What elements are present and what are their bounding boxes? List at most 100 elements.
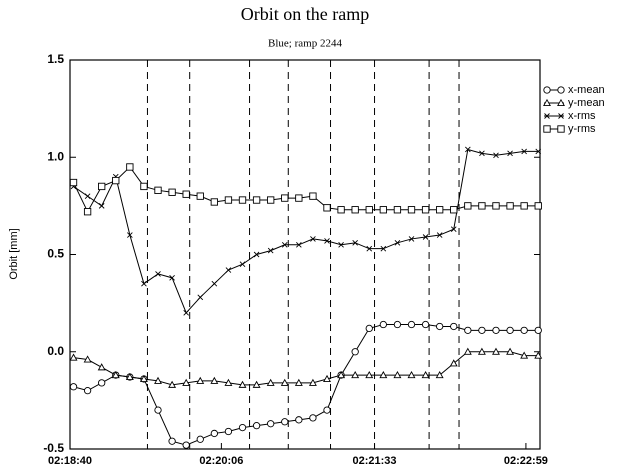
data-point	[154, 186, 162, 194]
data-point	[351, 206, 359, 214]
data-point	[238, 196, 247, 204]
data-point	[407, 370, 416, 379]
data-point	[196, 376, 205, 384]
data-point	[421, 206, 430, 214]
data-point	[479, 150, 485, 157]
data-point	[366, 245, 373, 252]
y-tick-label: 0.5	[47, 247, 64, 261]
data-point	[69, 353, 78, 361]
data-point	[266, 378, 275, 386]
data-point	[422, 234, 429, 240]
data-point	[478, 202, 486, 210]
data-point	[450, 226, 457, 233]
data-point	[140, 182, 148, 191]
data-point	[534, 326, 542, 335]
data-point	[478, 326, 486, 335]
data-point	[83, 355, 92, 363]
legend-marker	[543, 98, 551, 107]
data-point	[141, 280, 147, 287]
data-point	[520, 326, 528, 335]
data-point	[323, 204, 331, 212]
data-point	[309, 414, 317, 422]
series-line	[73, 324, 539, 446]
data-point	[436, 206, 444, 214]
data-point	[351, 348, 359, 356]
data-point	[83, 208, 92, 216]
data-point	[534, 202, 542, 210]
data-point	[365, 206, 373, 214]
data-point	[267, 247, 274, 254]
data-point	[97, 363, 106, 371]
data-point	[421, 320, 430, 329]
data-point	[238, 423, 247, 432]
data-point	[168, 437, 176, 445]
data-point	[393, 320, 402, 329]
data-point	[521, 148, 527, 155]
data-point	[352, 240, 358, 246]
data-point	[224, 427, 233, 436]
data-point	[238, 380, 247, 388]
data-point	[408, 236, 415, 242]
data-point	[98, 203, 105, 209]
data-point	[464, 202, 472, 210]
data-point	[365, 324, 373, 333]
y-tick-label: 0.0	[47, 344, 64, 358]
legend-marker	[557, 98, 565, 107]
legend-marker	[557, 86, 565, 94]
data-point	[210, 376, 219, 384]
data-point	[323, 406, 331, 414]
data-point	[338, 241, 344, 248]
x-tick-label: 02:18:40	[48, 455, 92, 467]
data-point	[506, 202, 514, 210]
data-point	[98, 182, 106, 191]
data-point	[449, 359, 458, 367]
data-point	[69, 178, 78, 187]
data-point	[182, 190, 190, 198]
data-point	[435, 370, 444, 379]
data-point	[154, 376, 162, 384]
data-point	[280, 378, 289, 386]
data-point	[324, 238, 330, 244]
data-point	[224, 196, 233, 204]
data-point	[337, 206, 345, 214]
y-tick-label: -0.5	[43, 441, 64, 455]
legend-label: y-rms	[568, 123, 596, 135]
data-point	[379, 320, 387, 329]
legend-marker	[543, 125, 551, 133]
data-point	[534, 351, 543, 359]
legend-marker	[558, 113, 564, 119]
chart-title: Orbit on the ramp	[241, 4, 369, 24]
data-point	[464, 326, 472, 335]
data-point	[296, 241, 302, 248]
data-point	[210, 198, 218, 206]
data-point	[465, 146, 471, 153]
data-point	[493, 152, 499, 159]
data-point	[252, 380, 261, 388]
data-point	[450, 322, 458, 331]
data-point	[239, 261, 246, 268]
data-point	[393, 206, 402, 214]
data-point	[196, 192, 204, 200]
data-point	[407, 320, 416, 329]
data-point	[154, 406, 162, 414]
data-point	[267, 420, 275, 428]
data-point	[168, 380, 177, 388]
data-point	[323, 374, 331, 382]
y-axis-label: Orbit [mm]	[8, 228, 20, 279]
data-point	[520, 202, 528, 210]
data-point	[337, 370, 346, 379]
data-point	[69, 383, 78, 391]
data-point	[421, 370, 430, 379]
data-point	[196, 435, 204, 443]
data-point	[126, 163, 134, 171]
data-point	[492, 347, 500, 355]
data-point	[182, 378, 191, 386]
data-point	[127, 232, 133, 238]
data-point	[295, 416, 303, 424]
x-tick-label: 02:20:06	[199, 455, 243, 467]
data-point	[252, 196, 261, 204]
data-point	[506, 347, 515, 355]
data-point	[310, 236, 316, 242]
data-point	[436, 232, 443, 238]
x-tick-label: 02:22:59	[504, 455, 548, 467]
